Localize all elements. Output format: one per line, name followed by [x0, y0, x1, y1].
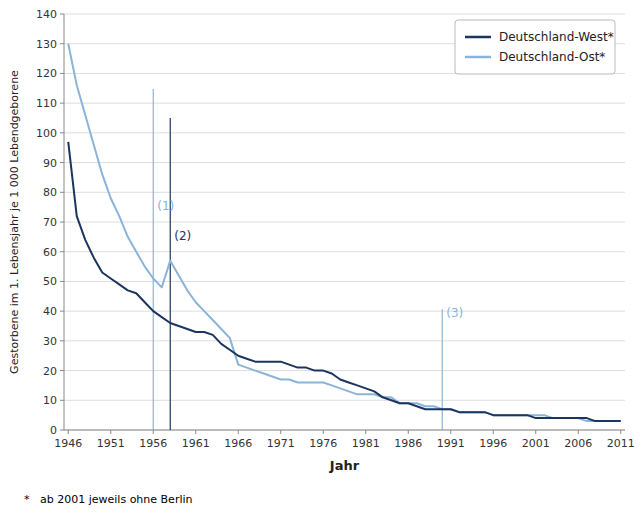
x-tick [493, 430, 494, 434]
series-line [68, 44, 621, 421]
annotations: (1) (2) (3) [157, 199, 463, 320]
y-tick-label: 30 [43, 335, 57, 348]
y-axis-title: Gestorbene im 1. Lebensjahr je 1 000 Leb… [8, 70, 21, 374]
grid-line [64, 370, 625, 371]
x-axis-line [64, 430, 625, 431]
y-tick [60, 340, 64, 341]
x-tick [535, 430, 536, 434]
annotation-label: (2) [174, 229, 191, 243]
grid-line [64, 192, 625, 193]
y-tick-label: 10 [43, 394, 57, 407]
grid-line [64, 14, 625, 15]
series-line [68, 142, 621, 421]
y-tick [60, 370, 64, 371]
background [0, 0, 641, 517]
y-tick-label: 110 [36, 97, 57, 110]
y-tick-label: 60 [43, 246, 57, 259]
chart: 0 10 20 30 40 50 60 70 80 90 100 110 120 130 140 1946 19… [0, 0, 641, 517]
x-axis-title: Jahr [329, 458, 360, 473]
y-tick [60, 281, 64, 282]
y-tick [60, 162, 64, 163]
x-tick-label: 1956 [139, 437, 167, 450]
grid-line [64, 281, 625, 282]
x-tick [195, 430, 196, 434]
plot-data [68, 44, 621, 430]
y-tick [60, 132, 64, 133]
grid-line [64, 251, 625, 252]
x-tick-label: 1951 [97, 437, 125, 450]
y-tick-label: 20 [43, 365, 57, 378]
x-tick-label: 2006 [564, 437, 592, 450]
reference-line [170, 118, 171, 430]
legend-label: Deutschland-West* [499, 30, 614, 44]
y-tick-label: 140 [36, 8, 57, 21]
legend-label: Deutschland-Ost* [499, 50, 605, 64]
y-tick-label: 0 [50, 424, 57, 437]
y-tick [60, 222, 64, 223]
x-tick [408, 430, 409, 434]
grid-line [64, 400, 625, 401]
y-tick [60, 311, 64, 312]
x-tick-label: 1971 [267, 437, 295, 450]
grid-line [64, 103, 625, 104]
x-tick [280, 430, 281, 434]
axes: 0 10 20 30 40 50 60 70 80 90 100 110 120 130 140 1946 19… [36, 8, 635, 450]
x-tick [620, 430, 621, 434]
y-tick [60, 103, 64, 104]
x-tick-label: 2001 [522, 437, 550, 450]
x-tick [153, 430, 154, 434]
y-tick-label: 100 [36, 127, 57, 140]
y-tick [60, 73, 64, 74]
grid-line [64, 222, 625, 223]
y-tick [60, 43, 64, 44]
legend-swatch [465, 56, 491, 59]
y-tick-label: 70 [43, 216, 57, 229]
x-tick [323, 430, 324, 434]
reference-line [153, 89, 154, 430]
annotation-label: (3) [446, 306, 463, 320]
annotation-label: (1) [157, 199, 174, 213]
y-tick-label: 120 [36, 67, 57, 80]
y-tick [60, 430, 64, 431]
legend-swatch [465, 36, 491, 39]
x-tick [238, 430, 239, 434]
y-tick [60, 192, 64, 193]
legend-box [455, 20, 615, 74]
grid-line [64, 132, 625, 133]
reference-line [442, 309, 443, 430]
x-tick-label: 1991 [437, 437, 465, 450]
legend: Deutschland-West* Deutschland-Ost* [455, 20, 615, 74]
footnote: * ab 2001 jeweils ohne Berlin [24, 493, 193, 506]
x-tick-label: 1966 [224, 437, 252, 450]
x-tick-label: 2011 [607, 437, 635, 450]
y-tick-label: 50 [43, 275, 57, 288]
x-tick-label: 1976 [309, 437, 337, 450]
x-tick [68, 430, 69, 434]
y-tick [60, 400, 64, 401]
x-tick [365, 430, 366, 434]
x-tick-label: 1986 [394, 437, 422, 450]
x-tick-label: 1996 [479, 437, 507, 450]
x-tick-label: 1946 [54, 437, 82, 450]
y-tick-label: 40 [43, 305, 57, 318]
x-tick [450, 430, 451, 434]
x-tick [110, 430, 111, 434]
y-tick [60, 14, 64, 15]
y-tick [60, 251, 64, 252]
y-tick-label: 80 [43, 186, 57, 199]
y-tick-label: 130 [36, 38, 57, 51]
x-tick [578, 430, 579, 434]
x-tick-label: 1981 [352, 437, 380, 450]
y-tick-label: 90 [43, 157, 57, 170]
grid-line [64, 340, 625, 341]
grid-line [64, 162, 625, 163]
x-tick-label: 1961 [182, 437, 210, 450]
y-axis-line [64, 14, 65, 430]
grid-line [64, 311, 625, 312]
grid-line [64, 430, 625, 431]
